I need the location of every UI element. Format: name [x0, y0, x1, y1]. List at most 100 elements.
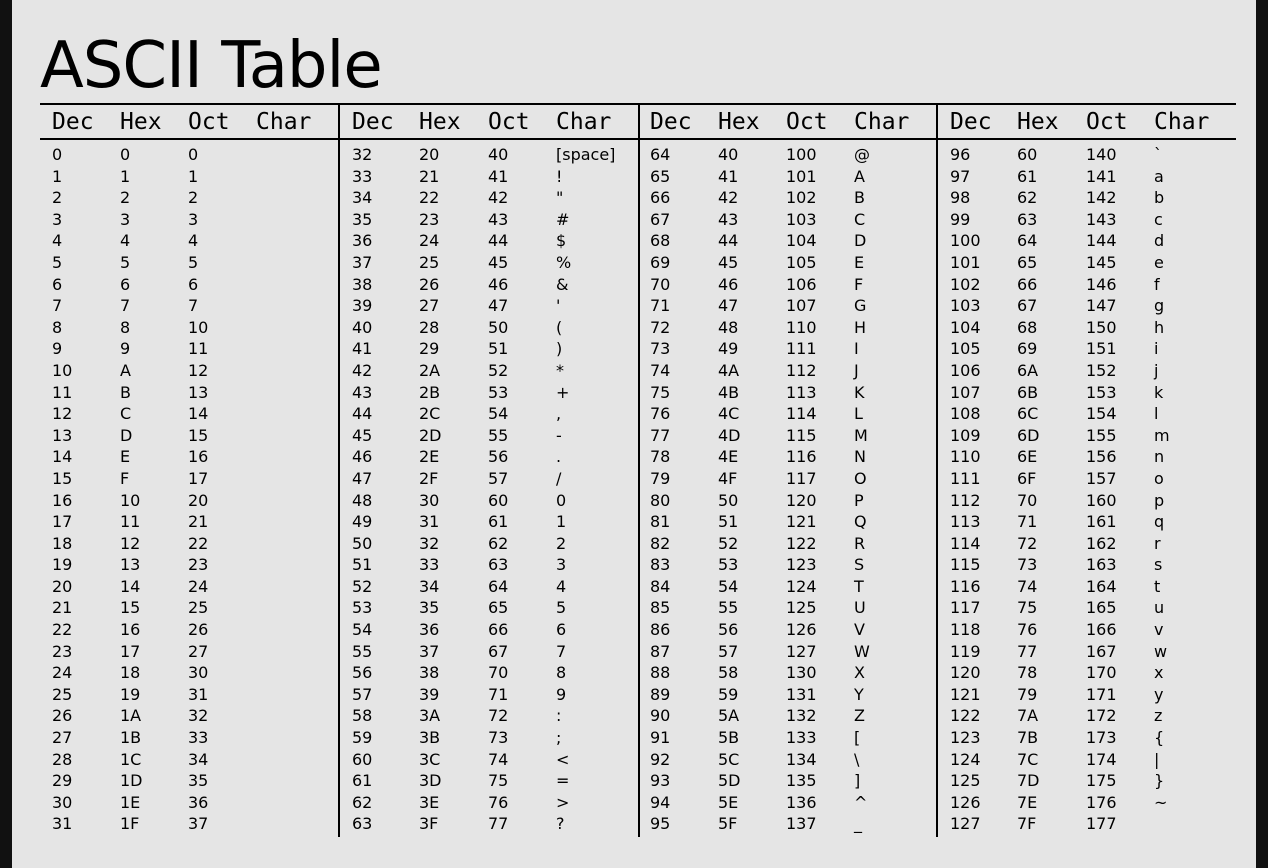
oct-cell: 140 — [1086, 145, 1117, 164]
hex-cell: 1 — [120, 166, 131, 186]
dec-cell: 114 — [950, 533, 981, 553]
dec-cell: 96 — [950, 145, 971, 164]
oct-cell: 62 — [488, 533, 509, 553]
char-cell: w — [1154, 641, 1168, 661]
hex-cell: 65 — [1017, 252, 1038, 272]
dec-cell: 123 — [950, 728, 981, 748]
char-cell — [1154, 813, 1170, 835]
hex-cell: 3F — [419, 814, 439, 834]
hex-cell: 5D — [718, 771, 741, 791]
dec-cell: 61 — [352, 771, 373, 791]
oct-cell: 127 — [786, 641, 817, 661]
hex-cell: 15 — [120, 598, 141, 618]
char-cell: E — [854, 252, 865, 272]
hex-cell: 5A — [718, 706, 740, 726]
hex-column: 0 1 2 3 4 5 6 7 8 9 A B C D E F 10 11 12 13 14 15 16 17 18 19 1A 1B… — [120, 144, 143, 835]
oct-cell: 46 — [488, 274, 509, 294]
hex-cell: 77 — [1017, 641, 1038, 661]
oct-cell: 74 — [488, 749, 509, 769]
hex-cell: 6 — [120, 274, 131, 294]
hex-cell: 28 — [419, 317, 440, 337]
dec-cell: 28 — [52, 749, 73, 769]
hex-column: 20 21 22 23 24 25 26 27 28 29 2A 2B 2C 2D 2E 2F 30 31 32 33… — [419, 144, 442, 835]
hex-cell: 4D — [718, 425, 741, 445]
char-cell: J — [854, 360, 859, 380]
oct-cell: 47 — [488, 296, 509, 316]
oct-cell: 113 — [786, 382, 817, 402]
oct-cell: 101 — [786, 166, 817, 186]
dec-cell: 10 — [52, 360, 73, 380]
char-cell: G — [854, 296, 867, 316]
oct-cell: 131 — [786, 684, 817, 704]
dec-cell: 53 — [352, 598, 373, 618]
oct-cell: 34 — [188, 749, 209, 769]
char-cell: s — [1154, 555, 1163, 575]
oct-cell: 4 — [188, 231, 199, 251]
dec-cell: 67 — [650, 209, 671, 229]
oct-cell: 13 — [188, 382, 209, 402]
char-cell: k — [1154, 382, 1164, 402]
char-cell: X — [854, 663, 865, 683]
char-cell: _ — [854, 814, 862, 834]
oct-cell: 6 — [188, 274, 199, 294]
dec-cell: 42 — [352, 360, 373, 380]
oct-cell: 110 — [786, 317, 817, 337]
hex-cell: 54 — [718, 576, 739, 596]
dec-cell: 105 — [950, 339, 981, 359]
char-cell: b — [1154, 188, 1165, 208]
oct-column: 40 41 42 43 44 45 46 47 50 51 52 53 54 55 56 57 60 61 62 63… — [488, 144, 508, 835]
hex-column: 40 41 42 43 44 45 46 47 48 49 4A 4B 4C 4D 4E 4F 50 51 52 53… — [718, 144, 741, 835]
oct-cell: 112 — [786, 360, 817, 380]
dec-cell: 9 — [52, 339, 63, 359]
oct-cell: 1 — [188, 166, 199, 186]
column-group-3: Dec Hex Oct Char 64 65 66 67 68 69 70 71 72 73 74 7… — [638, 103, 938, 837]
hex-cell: 6E — [1017, 447, 1038, 467]
oct-cell: 22 — [188, 533, 209, 553]
dec-cell: 127 — [950, 814, 981, 834]
hex-cell: 4F — [718, 468, 738, 488]
hex-cell: 4 — [120, 231, 131, 251]
dec-cell: 34 — [352, 188, 373, 208]
hex-cell: F — [120, 468, 130, 488]
oct-cell: 150 — [1086, 317, 1117, 337]
dec-cell: 124 — [950, 749, 981, 769]
hex-cell: 4A — [718, 360, 740, 380]
oct-cell: 10 — [188, 317, 209, 337]
dec-cell: 19 — [52, 555, 73, 575]
hex-cell: 43 — [718, 209, 739, 229]
hex-cell: 47 — [718, 296, 739, 316]
dec-cell: 122 — [950, 706, 981, 726]
hex-cell: 2A — [419, 360, 441, 380]
hex-cell: 0 — [120, 145, 131, 164]
char-cell: U — [854, 598, 866, 618]
char-cell: N — [854, 447, 866, 467]
dec-cell: 74 — [650, 360, 671, 380]
char-cell: i — [1154, 339, 1159, 359]
hex-cell: 38 — [419, 663, 440, 683]
header-char: Char — [854, 109, 910, 135]
hex-cell: 1D — [120, 771, 143, 791]
dec-cell: 126 — [950, 792, 981, 812]
oct-cell: 37 — [188, 814, 209, 834]
hex-cell: E — [120, 447, 131, 467]
char-cell: Y — [854, 684, 864, 704]
column-group-2: Dec Hex Oct Char 32 33 34 35 36 37 38 39 40 41 42 4… — [340, 103, 640, 837]
dec-cell: 66 — [650, 188, 671, 208]
dec-cell: 15 — [52, 468, 73, 488]
oct-cell: 107 — [786, 296, 817, 316]
dec-cell: 49 — [352, 512, 373, 532]
dec-cell: 113 — [950, 512, 981, 532]
char-cell: L — [854, 404, 863, 424]
hex-cell: 73 — [1017, 555, 1038, 575]
char-cell: Q — [854, 512, 867, 532]
char-cell: V — [854, 620, 865, 640]
dec-column: 32 33 34 35 36 37 38 39 40 41 42 43 44 45 46 47 48 49 50 51… — [352, 144, 372, 835]
char-cell: $ — [556, 231, 567, 251]
dec-cell: 83 — [650, 555, 671, 575]
hex-cell: 53 — [718, 555, 739, 575]
oct-cell: 162 — [1086, 533, 1117, 553]
dec-cell: 64 — [650, 145, 671, 164]
oct-cell: 151 — [1086, 339, 1117, 359]
oct-cell: 42 — [488, 188, 509, 208]
hex-cell: D — [120, 425, 133, 445]
